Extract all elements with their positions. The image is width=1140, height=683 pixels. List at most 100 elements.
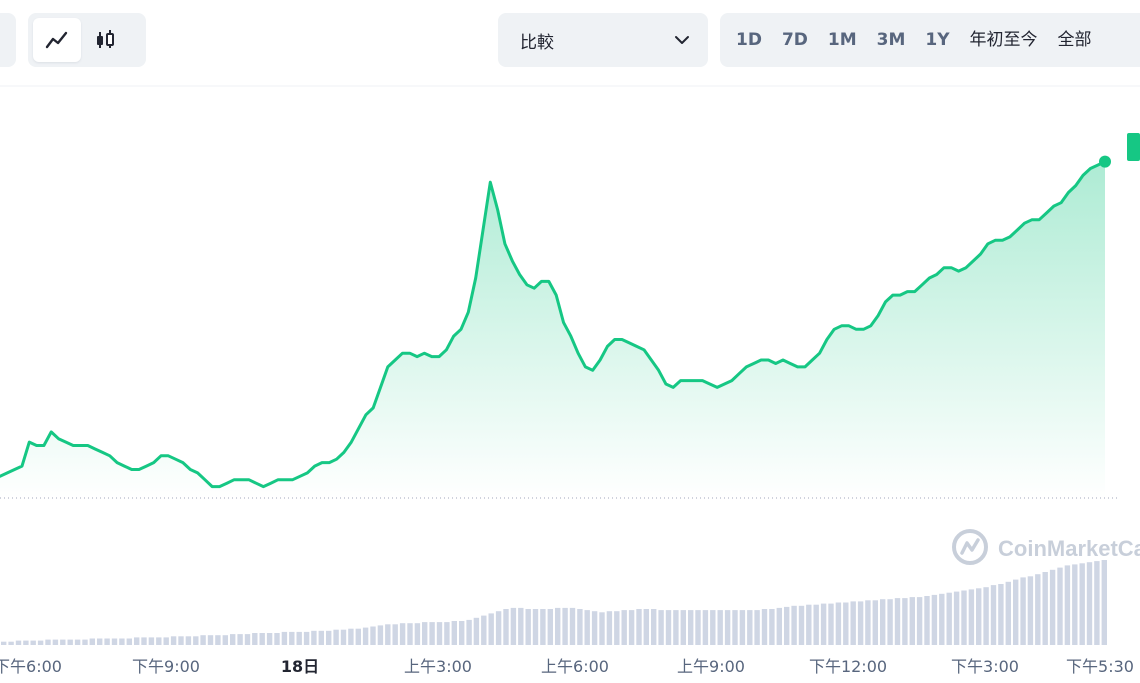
volume-bar	[651, 609, 657, 645]
volume-bar	[983, 587, 989, 645]
volume-bar	[1072, 564, 1078, 645]
volume-bar	[828, 603, 834, 645]
volume-bar	[532, 609, 539, 645]
price-label-tag	[1127, 133, 1140, 161]
time-range-selector: 1D 7D 1M 3M 1Y 年初至今 全部	[720, 13, 1140, 67]
volume-bar	[141, 637, 147, 645]
volume-bar	[798, 605, 805, 645]
volume-bar	[23, 640, 29, 645]
volume-bar	[481, 615, 487, 645]
x-tick-label: 上午3:00	[404, 657, 472, 676]
range-all-button[interactable]: 全部	[1057, 30, 1092, 50]
volume-bar	[82, 639, 88, 645]
volume-bar	[747, 610, 753, 645]
watermark-text: CoinMarketCap	[998, 536, 1140, 561]
volume-bar	[185, 636, 192, 645]
price-line	[0, 160, 1107, 489]
x-tick-label: 18日	[281, 657, 319, 676]
volume-bar	[399, 623, 406, 645]
volume-bar	[422, 622, 428, 645]
volume-bar	[355, 628, 361, 645]
compare-dropdown[interactable]: 比較	[498, 13, 708, 67]
volume-bar	[643, 609, 649, 645]
range-1d-button[interactable]: 1D	[736, 30, 762, 50]
volume-bar	[710, 610, 716, 645]
last-price-marker	[1099, 155, 1111, 168]
volume-bar	[636, 609, 642, 645]
x-tick-label: 下午12:00	[809, 657, 887, 676]
volume-bar	[695, 610, 701, 645]
volume-bar	[495, 611, 502, 645]
volume-bar	[111, 638, 118, 645]
volume-bar	[30, 640, 36, 645]
volume-bar	[237, 634, 243, 645]
volume-bar	[939, 593, 945, 645]
volume-bar	[614, 611, 620, 645]
coinmarketcap-logo-icon	[952, 529, 988, 565]
candlestick-button[interactable]	[81, 18, 129, 62]
volume-bar	[451, 621, 457, 645]
volume-bar	[134, 637, 140, 645]
volume-bar	[1101, 560, 1107, 645]
volume-bar	[909, 597, 915, 645]
left-control-stub[interactable]	[0, 13, 16, 67]
volume-bar	[776, 607, 782, 645]
volume-bar	[555, 607, 561, 645]
volume-bar	[333, 629, 339, 645]
volume-bar	[621, 610, 627, 645]
range-3m-button[interactable]: 3M	[876, 30, 906, 50]
volume-bar	[466, 619, 472, 645]
volume-bar	[377, 625, 384, 645]
range-7d-button[interactable]: 7D	[781, 30, 808, 50]
volume-bar	[8, 641, 14, 645]
volume-bar	[673, 610, 679, 645]
volume-bar	[510, 607, 517, 645]
range-1m-button[interactable]: 1M	[827, 30, 857, 50]
volume-bar	[207, 635, 214, 645]
volume-bar	[769, 609, 775, 645]
volume-bar	[414, 623, 421, 645]
volume-bar	[1079, 563, 1085, 645]
volume-bar	[163, 637, 169, 645]
volume-bar	[998, 584, 1004, 645]
chart-type-toggle	[28, 13, 146, 67]
volume-bar	[193, 636, 199, 645]
volume-bar	[894, 598, 901, 645]
volume-bar	[289, 631, 295, 645]
volume-bar	[606, 611, 613, 645]
volume-bar	[924, 596, 930, 645]
volume-bar	[503, 609, 509, 645]
x-tick-label: 下午5:30	[1066, 657, 1134, 676]
volume-bar	[658, 610, 664, 645]
volume-bar	[370, 626, 376, 645]
volume-bar	[946, 592, 952, 645]
volume-bar	[459, 621, 465, 645]
volume-bar	[1042, 572, 1048, 645]
volume-bar	[702, 610, 709, 645]
x-tick-label: 下午6:00	[0, 657, 62, 676]
volume-bar	[230, 634, 236, 645]
volume-bar	[569, 607, 576, 645]
volume-bar	[488, 613, 494, 645]
volume-bar	[843, 602, 849, 645]
volume-bar	[1, 641, 7, 645]
volume-bar	[15, 640, 22, 645]
volume-bar	[200, 635, 206, 645]
x-tick-label: 下午9:00	[132, 657, 200, 676]
compare-label: 比較	[520, 32, 554, 53]
volume-bar	[222, 635, 228, 645]
volume-bar	[902, 598, 908, 645]
line-chart-button[interactable]	[33, 18, 81, 62]
volume-bar	[857, 601, 864, 645]
coinmarketcap-watermark: CoinMarketCap	[952, 529, 1140, 565]
volume-bar	[119, 638, 125, 645]
volume-bar	[724, 610, 731, 645]
volume-bar	[791, 605, 797, 645]
volume-bar	[303, 631, 310, 645]
volume-bar	[156, 637, 162, 645]
volume-bar	[104, 638, 110, 645]
range-1y-button[interactable]: 1Y	[925, 30, 950, 50]
range-ytd-button[interactable]: 年初至今	[969, 30, 1038, 50]
volume-bar	[1020, 577, 1026, 645]
